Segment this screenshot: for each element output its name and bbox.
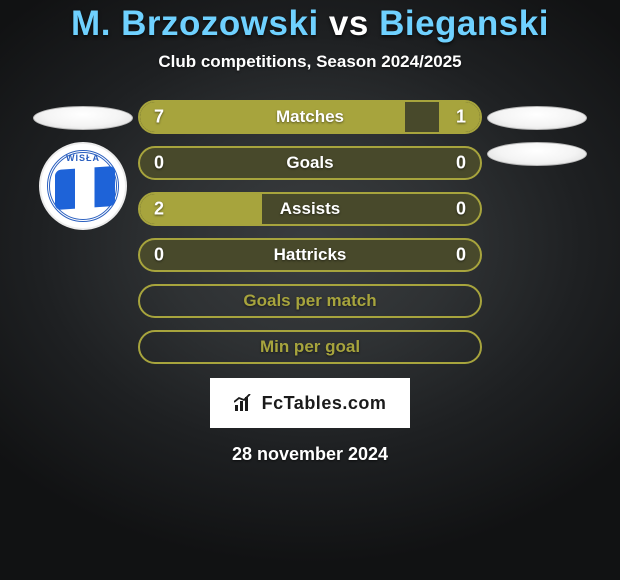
watermark: FcTables.com xyxy=(210,378,410,428)
chart-icon xyxy=(234,394,256,412)
stat-value-right: 1 xyxy=(456,107,466,128)
player2-club-badge xyxy=(487,142,587,166)
stat-value-left: 7 xyxy=(154,107,164,128)
stat-bars: 7 1 Matches 0 0 Goals 2 0 Assists 0 0 Hattricks Goal… xyxy=(138,100,482,364)
stat-bar: 2 0 Assists xyxy=(138,192,482,226)
stat-bar: 0 0 Goals xyxy=(138,146,482,180)
stat-bar: 0 0 Hattricks xyxy=(138,238,482,272)
stat-value-left: 2 xyxy=(154,199,164,220)
stat-value-right: 0 xyxy=(456,245,466,266)
stat-label: Min per goal xyxy=(260,337,360,357)
title-vs: vs xyxy=(319,4,379,43)
left-column: WISŁA xyxy=(28,100,138,230)
stat-value-left: 0 xyxy=(154,245,164,266)
title-player2: Bieganski xyxy=(379,4,549,43)
club-badge-text: WISŁA xyxy=(41,153,125,163)
stat-label: Goals per match xyxy=(243,291,376,311)
stat-value-left: 0 xyxy=(154,153,164,174)
player1-name-badge xyxy=(33,106,133,130)
title-player1: M. Brzozowski xyxy=(71,4,319,43)
comparison-row: WISŁA 7 1 Matches 0 0 Goals 2 0 Assists 0 0 Hattric… xyxy=(0,100,620,364)
stat-label: Assists xyxy=(280,199,340,219)
stat-bar: 7 1 Matches xyxy=(138,100,482,134)
watermark-text: FcTables.com xyxy=(262,393,387,414)
player2-name-badge xyxy=(487,106,587,130)
stat-label: Matches xyxy=(276,107,344,127)
stat-label: Goals xyxy=(286,153,333,173)
bar-fill-left xyxy=(140,102,405,132)
page-title: M. Brzozowski vs Bieganski xyxy=(71,4,549,44)
stat-label: Hattricks xyxy=(274,245,347,265)
right-column xyxy=(482,100,592,166)
subtitle: Club competitions, Season 2024/2025 xyxy=(158,52,461,72)
stat-value-right: 0 xyxy=(456,199,466,220)
stat-bar: Goals per match xyxy=(138,284,482,318)
date: 28 november 2024 xyxy=(232,444,388,465)
player1-club-badge: WISŁA xyxy=(39,142,127,230)
stat-bar: Min per goal xyxy=(138,330,482,364)
stat-value-right: 0 xyxy=(456,153,466,174)
